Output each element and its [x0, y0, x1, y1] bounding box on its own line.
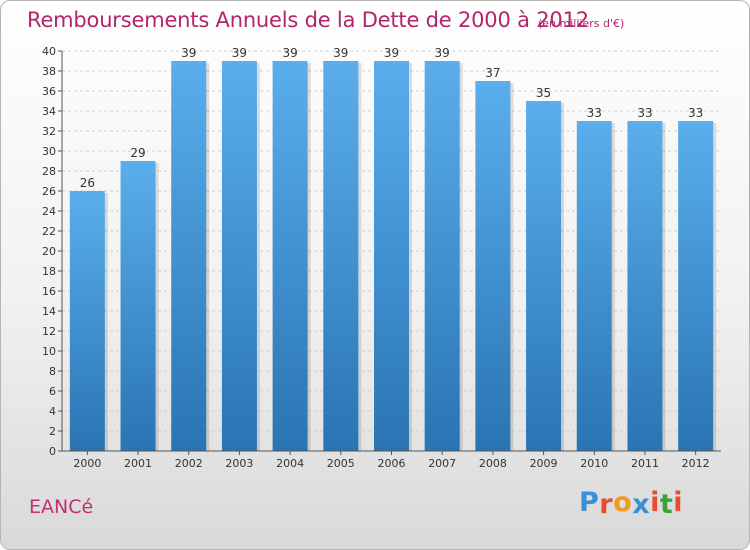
y-tick-label: 30: [42, 145, 56, 158]
bar: [171, 61, 207, 451]
bar-value-label: 26: [80, 176, 95, 190]
proxiti-logo: Proxiti: [579, 487, 684, 520]
x-tick-label: 2000: [73, 457, 101, 470]
y-tick-label: 18: [42, 265, 56, 278]
x-tick-label: 2011: [631, 457, 659, 470]
x-tick-label: 2012: [682, 457, 710, 470]
y-tick-label: 32: [42, 125, 56, 138]
bar: [69, 191, 105, 451]
y-tick-label: 26: [42, 185, 56, 198]
y-tick-label: 8: [49, 365, 56, 378]
y-tick-label: 0: [49, 445, 56, 458]
y-tick-label: 16: [42, 285, 56, 298]
x-tick-label: 2007: [428, 457, 456, 470]
bar-value-label: 39: [232, 46, 247, 60]
bar: [323, 61, 359, 451]
labels: 0246810121416182022242628303234363840262…: [42, 45, 710, 470]
bar: [475, 81, 511, 451]
y-tick-label: 22: [42, 225, 56, 238]
bar-value-label: 39: [435, 46, 450, 60]
bar-value-label: 37: [485, 66, 500, 80]
bar: [120, 161, 156, 451]
bar-value-label: 33: [637, 106, 652, 120]
bar-value-label: 35: [536, 86, 551, 100]
axes: [58, 50, 721, 455]
y-tick-label: 40: [42, 45, 56, 58]
bar: [526, 101, 562, 451]
bar-value-label: 39: [282, 46, 297, 60]
logo-letter: o: [613, 487, 633, 518]
bar: [221, 61, 257, 451]
logo-letter: t: [659, 489, 674, 520]
x-tick-label: 2010: [580, 457, 608, 470]
x-tick-label: 2004: [276, 457, 304, 470]
chart-title: Remboursements Annuels de la Dette de 20…: [27, 8, 589, 32]
y-tick-label: 10: [42, 345, 56, 358]
bar: [576, 121, 612, 451]
bar-value-label: 39: [384, 46, 399, 60]
y-tick-label: 6: [49, 385, 56, 398]
bar-value-label: 33: [688, 106, 703, 120]
logo-letter: r: [599, 489, 614, 520]
commune-name: EANCé: [29, 496, 94, 518]
bar-value-label: 39: [181, 46, 196, 60]
y-tick-label: 20: [42, 245, 56, 258]
logo-letter: i: [650, 487, 660, 518]
x-tick-label: 2008: [479, 457, 507, 470]
y-tick-label: 12: [42, 325, 56, 338]
x-tick-label: 2006: [378, 457, 406, 470]
bar-value-label: 29: [130, 146, 145, 160]
y-tick-label: 4: [49, 405, 56, 418]
y-tick-label: 2: [49, 425, 56, 438]
logo-letter: x: [632, 489, 651, 520]
y-tick-label: 24: [42, 205, 56, 218]
x-tick-label: 2002: [175, 457, 203, 470]
y-tick-label: 28: [42, 165, 56, 178]
chart-unit-note: (en milliers d'€): [538, 17, 625, 30]
logo-letter: P: [579, 487, 600, 518]
x-tick-label: 2005: [327, 457, 355, 470]
bar: [424, 61, 460, 451]
bar: [627, 121, 663, 451]
bar: [272, 61, 308, 451]
bar-value-label: 33: [587, 106, 602, 120]
bars: [69, 61, 717, 451]
x-tick-label: 2003: [225, 457, 253, 470]
bar: [678, 121, 714, 451]
y-tick-label: 14: [42, 305, 56, 318]
y-tick-label: 36: [42, 85, 56, 98]
bar-value-label: 39: [333, 46, 348, 60]
x-tick-label: 2009: [530, 457, 558, 470]
bar: [374, 61, 409, 451]
y-tick-label: 38: [42, 65, 56, 78]
logo-letter: i: [673, 487, 684, 518]
x-tick-label: 2001: [124, 457, 152, 470]
y-tick-label: 34: [42, 105, 56, 118]
